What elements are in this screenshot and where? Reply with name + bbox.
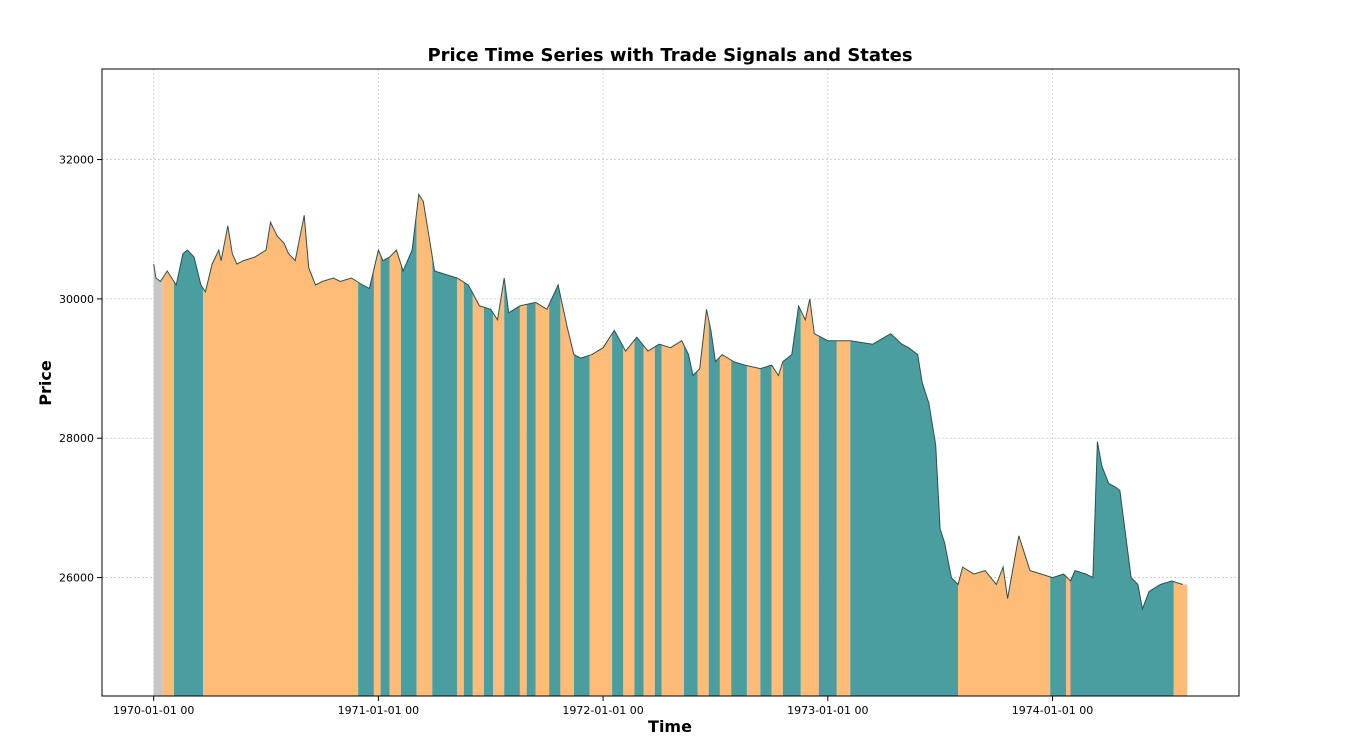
- state-band-short: [719, 354, 732, 696]
- state-band-long: [526, 302, 536, 696]
- price-line: [153, 192, 1183, 611]
- state-band-long: [504, 278, 520, 696]
- state-band-short: [661, 340, 684, 696]
- x-axis-ticks: 1970-01-01 00 1971-01-01 00 1972-01-01 00 1…: [113, 696, 1093, 717]
- x-tick-label: 1972-01-01 00: [562, 704, 643, 717]
- state-band-long: [573, 354, 590, 696]
- state-band-short: [800, 298, 819, 696]
- state-band-neutral: [153, 264, 163, 696]
- state-band-long: [549, 285, 561, 696]
- state-band-short: [373, 250, 381, 696]
- state-band-short: [1066, 576, 1071, 696]
- state-band-short: [1173, 581, 1188, 696]
- state-band-long: [708, 319, 720, 696]
- state-band-short: [560, 295, 574, 696]
- x-tick-label: 1971-01-01 00: [338, 704, 419, 717]
- state-band-short: [589, 333, 613, 696]
- y-tick-label: 30000: [59, 293, 94, 306]
- state-band-short: [771, 361, 783, 696]
- state-band-short: [836, 340, 851, 696]
- state-band-short: [203, 215, 359, 697]
- state-band-short: [162, 271, 174, 696]
- state-band-long: [634, 337, 644, 696]
- state-band-long: [484, 307, 493, 696]
- state-band-short: [643, 345, 655, 696]
- state-band-short: [697, 309, 709, 696]
- state-band-long: [782, 305, 801, 696]
- price-series: [153, 192, 1183, 611]
- state-band-long: [654, 344, 662, 696]
- state-band-long: [684, 345, 698, 696]
- state-band-short: [472, 293, 484, 696]
- state-band-long: [1050, 574, 1066, 696]
- x-tick-label: 1974-01-01 00: [1012, 704, 1093, 717]
- plot-frame: [101, 68, 1240, 697]
- state-band-short: [623, 340, 635, 696]
- x-tick-label: 1973-01-01 00: [787, 704, 868, 717]
- state-band-long: [760, 365, 772, 696]
- state-band-long: [731, 360, 747, 696]
- state-band-short: [519, 304, 527, 696]
- state-band-long: [432, 257, 457, 696]
- y-tick-label: 28000: [59, 432, 94, 445]
- chart-title: Price Time Series with Trade Signals and…: [427, 45, 912, 66]
- state-band-short: [457, 278, 464, 696]
- y-axis-label: Price: [36, 360, 55, 406]
- state-band-long: [818, 336, 837, 696]
- state-band-long: [1070, 441, 1174, 696]
- state-band-long: [850, 333, 959, 696]
- state-band-short: [958, 535, 1051, 696]
- y-tick-label: 26000: [59, 572, 94, 585]
- state-band-short: [416, 194, 433, 696]
- state-bands: [153, 194, 1188, 697]
- state-band-long: [400, 213, 417, 696]
- x-tick-label: 1970-01-01 00: [113, 704, 194, 717]
- state-band-long: [463, 282, 473, 696]
- state-band-short: [493, 278, 505, 696]
- state-band-long: [358, 269, 374, 696]
- state-band-long: [380, 255, 390, 696]
- state-band-long: [173, 250, 204, 696]
- y-tick-label: 32000: [59, 154, 94, 167]
- state-band-long: [612, 330, 624, 696]
- y-axis-ticks: 26000 28000 30000 32000: [59, 154, 102, 585]
- x-axis-label: Time: [648, 717, 692, 736]
- state-band-short: [746, 365, 761, 696]
- state-band-short: [389, 250, 401, 696]
- state-band-short: [535, 302, 550, 696]
